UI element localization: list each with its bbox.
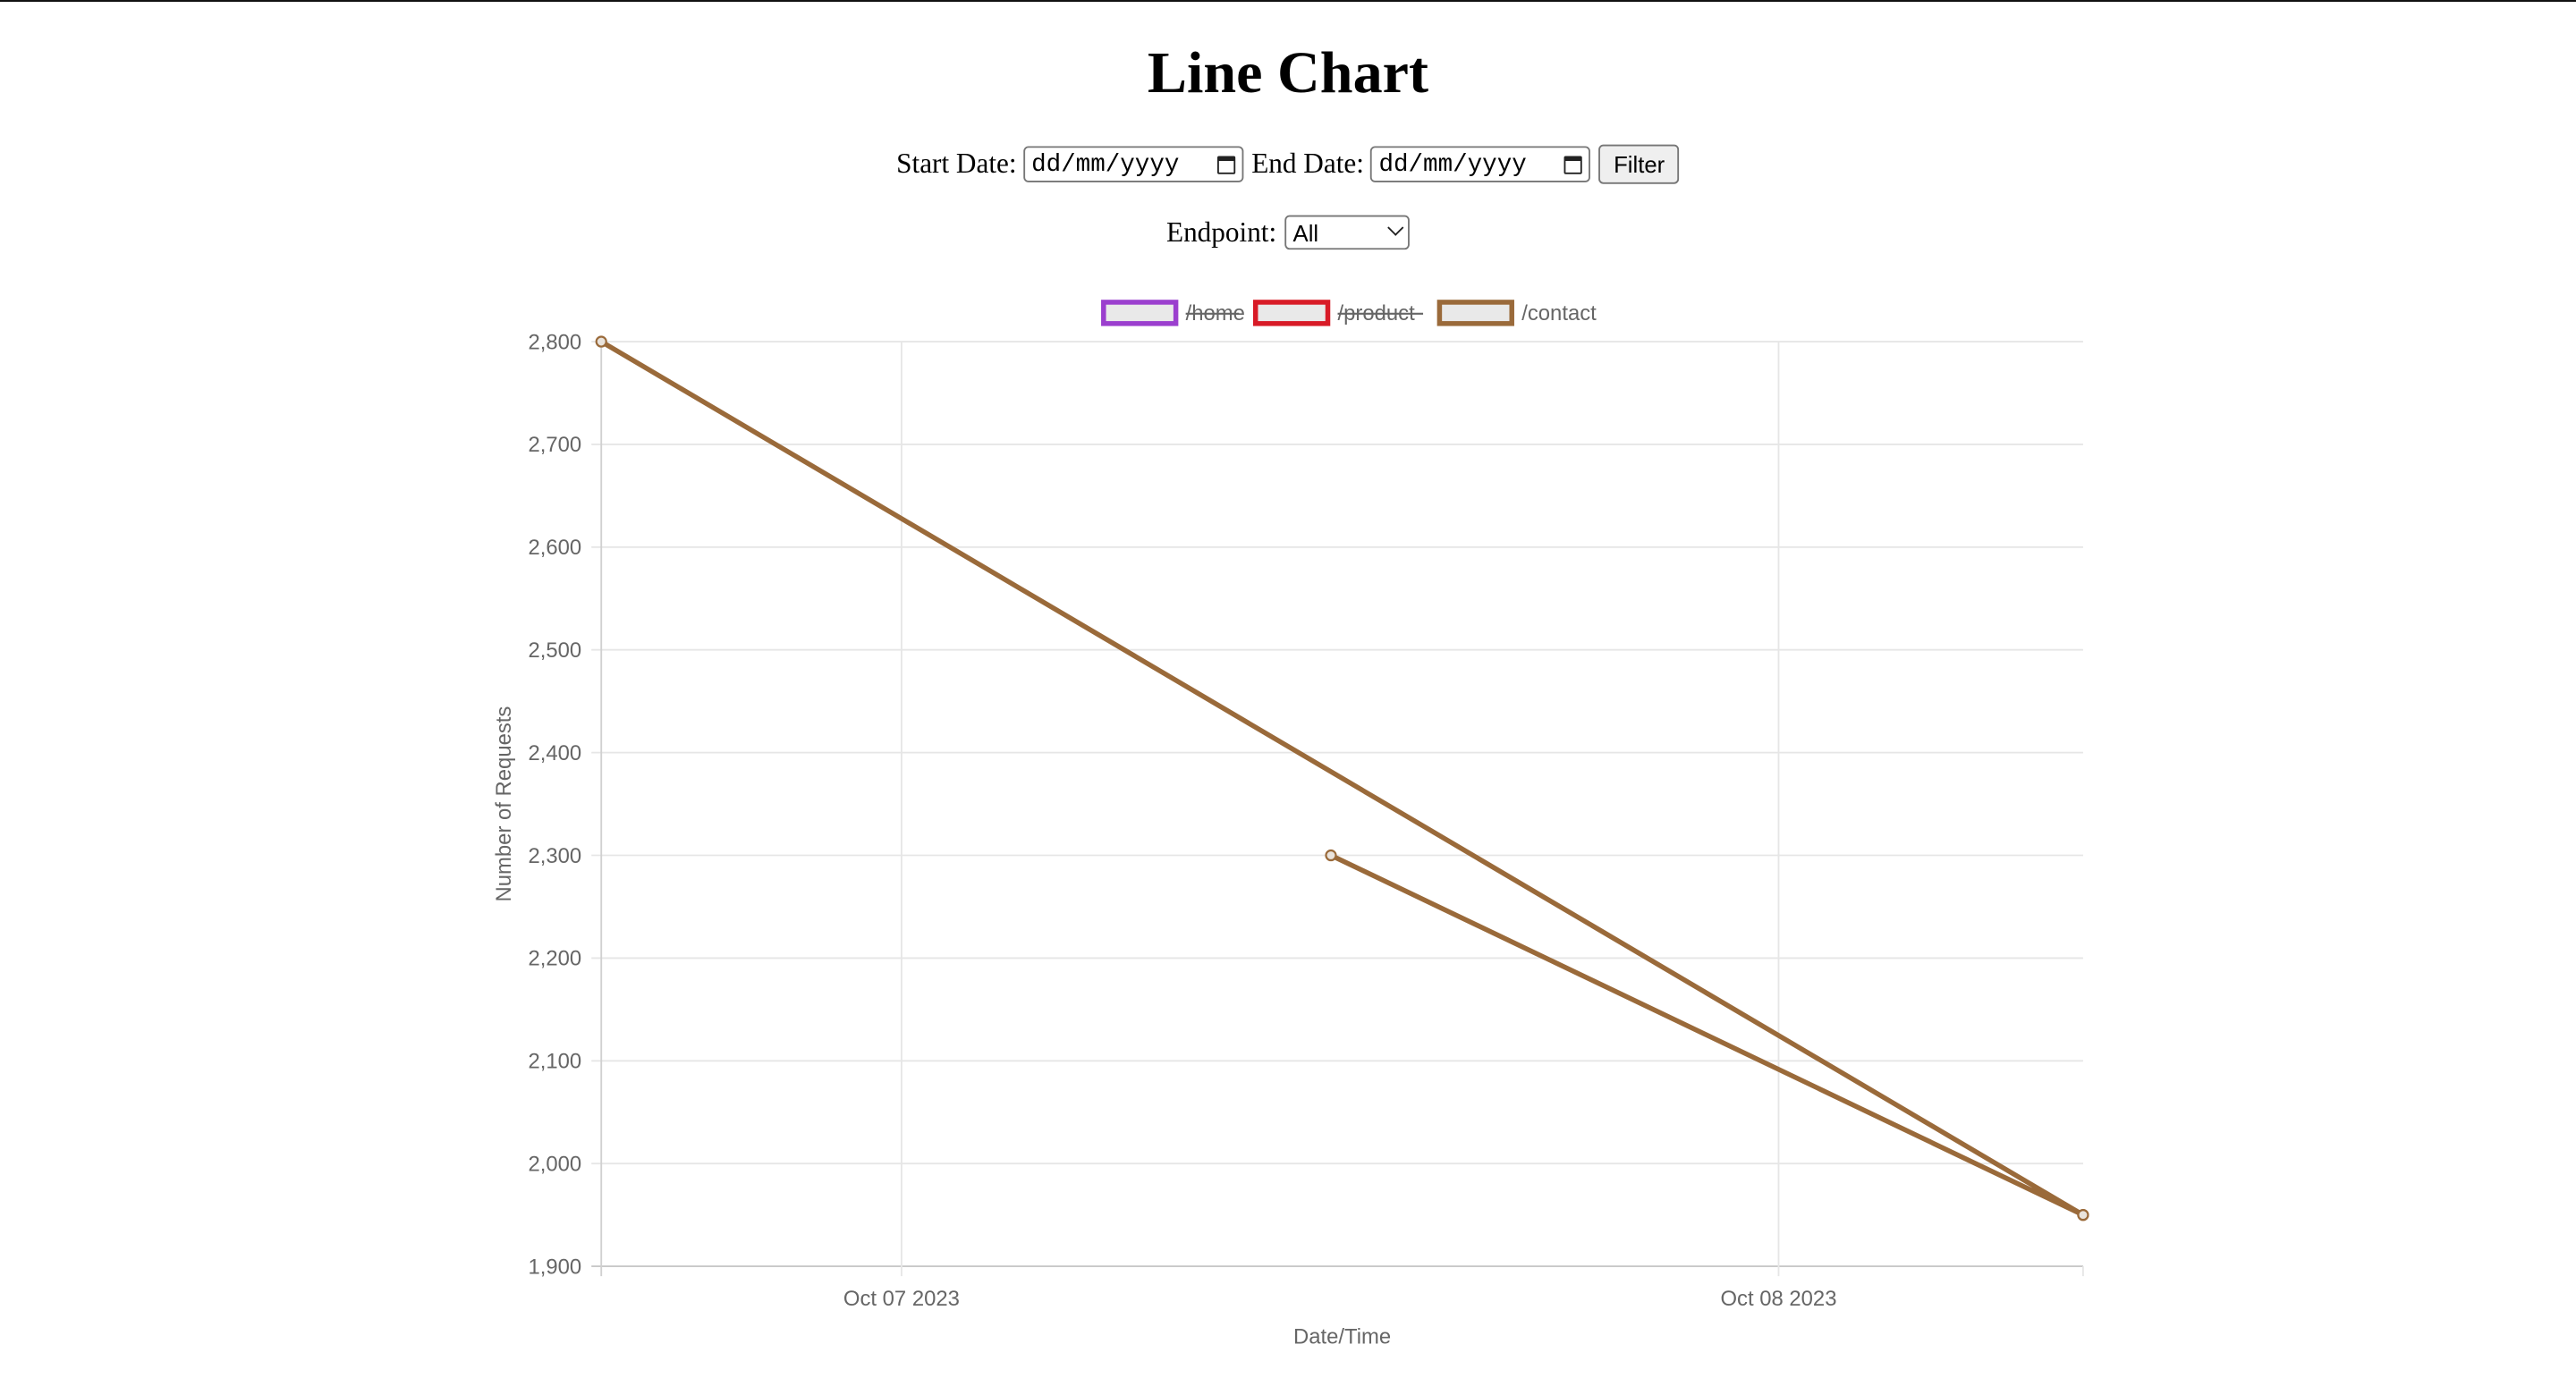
start-date-label: Start Date:: [896, 148, 1017, 180]
legend-swatch: [1101, 300, 1179, 326]
start-date-input[interactable]: dd/mm/yyyy: [1022, 146, 1244, 182]
window-top-border: [0, 0, 2576, 2]
calendar-icon[interactable]: [1563, 155, 1583, 173]
data-point: [2077, 1209, 2089, 1222]
y-tick-label: 2,000: [528, 1152, 581, 1176]
filter-button[interactable]: Filter: [1598, 144, 1680, 184]
legend-label: /contact: [1521, 301, 1597, 326]
legend-swatch: [1252, 300, 1331, 326]
x-axis-title: Date/Time: [1293, 1324, 1391, 1348]
page-title: Line Chart: [1147, 39, 1429, 106]
series-line: [598, 339, 2086, 1218]
y-tick-label: 2,300: [528, 844, 581, 868]
endpoint-select[interactable]: All: [1284, 215, 1410, 250]
data-point: [1325, 849, 1337, 862]
y-tick-label: 2,100: [528, 1050, 581, 1074]
y-tick-label: 2,400: [528, 741, 581, 765]
y-tick-label: 2,200: [528, 947, 581, 971]
y-tick-label: 2,700: [528, 433, 581, 457]
y-tick-label: 2,600: [528, 536, 581, 560]
endpoint-label: Endpoint:: [1165, 216, 1277, 248]
end-date-label: End Date:: [1251, 148, 1364, 180]
x-tick-label: Oct 08 2023: [1720, 1287, 1836, 1311]
date-filter-row: Start Date: dd/mm/yyyy End Date: dd/mm/y…: [0, 144, 2576, 184]
endpoint-selected-value: All: [1292, 219, 1319, 246]
x-tick-label: Oct 07 2023: [843, 1287, 960, 1311]
end-date-input[interactable]: dd/mm/yyyy: [1370, 146, 1591, 182]
data-point: [595, 335, 607, 348]
y-axis-title: Number of Requests: [492, 706, 516, 902]
calendar-icon[interactable]: [1216, 155, 1235, 173]
legend-swatch: [1436, 300, 1514, 326]
end-date-placeholder: dd/mm/yyyy: [1378, 150, 1527, 179]
endpoint-filter-row: Endpoint: All: [0, 215, 2576, 250]
y-tick-label: 2,500: [528, 638, 581, 663]
y-tick-label: 2,800: [528, 330, 581, 354]
y-tick-label: 1,900: [528, 1255, 581, 1279]
start-date-placeholder: dd/mm/yyyy: [1031, 150, 1180, 179]
